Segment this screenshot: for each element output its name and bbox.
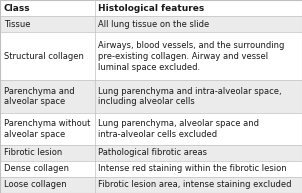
Bar: [0, 113, 302, 145]
Text: Parenchyma without
alveolar space: Parenchyma without alveolar space: [4, 119, 90, 139]
Bar: [0, 177, 302, 193]
Text: Loose collagen: Loose collagen: [4, 180, 66, 190]
Text: Lung parenchyma and intra-alveolar space,
including alveolar cells: Lung parenchyma and intra-alveolar space…: [98, 87, 282, 106]
Text: Airways, blood vessels, and the surrounding
pre-existing collagen. Airway and ve: Airways, blood vessels, and the surround…: [98, 41, 284, 72]
Text: Fibrotic lesion: Fibrotic lesion: [4, 148, 62, 157]
Text: Tissue: Tissue: [4, 20, 30, 29]
Bar: [0, 16, 302, 32]
Text: Dense collagen: Dense collagen: [4, 164, 69, 173]
Text: Histological features: Histological features: [98, 3, 204, 13]
Text: Pathological fibrotic areas: Pathological fibrotic areas: [98, 148, 207, 157]
Bar: [0, 80, 302, 113]
Bar: [0, 161, 302, 177]
Text: All lung tissue on the slide: All lung tissue on the slide: [98, 20, 209, 29]
Text: Intense red staining within the fibrotic lesion: Intense red staining within the fibrotic…: [98, 164, 287, 173]
Bar: [0, 32, 302, 80]
Bar: [0, 0, 302, 16]
Text: Structural collagen: Structural collagen: [4, 52, 83, 61]
Text: Fibrotic lesion area, intense staining excluded: Fibrotic lesion area, intense staining e…: [98, 180, 292, 190]
Text: Lung parenchyma, alveolar space and
intra-alveolar cells excluded: Lung parenchyma, alveolar space and intr…: [98, 119, 259, 139]
Text: Parenchyma and
alveolar space: Parenchyma and alveolar space: [4, 87, 74, 106]
Bar: [0, 145, 302, 161]
Text: Class: Class: [4, 3, 30, 13]
